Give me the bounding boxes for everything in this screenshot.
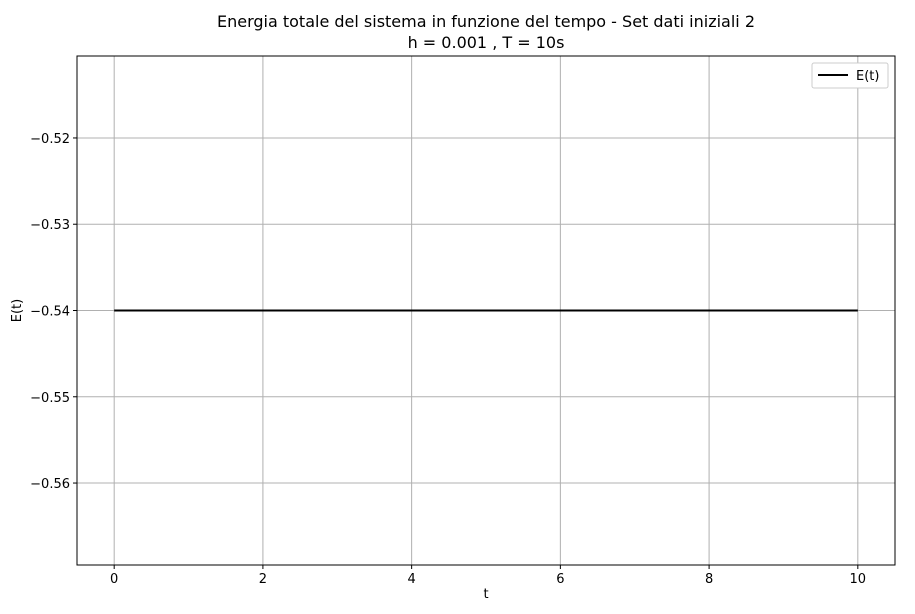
y-tick-label: −0.52 [30, 132, 70, 147]
y-tick-label: −0.55 [30, 391, 70, 406]
x-tick-label: 8 [705, 572, 713, 587]
plot-frame [76, 55, 896, 566]
x-tick-label: 0 [110, 572, 118, 587]
x-axis-label: t [483, 587, 488, 602]
chart-title: Energia totale del sistema in funzione d… [217, 12, 755, 31]
x-tick-label: 4 [407, 572, 415, 587]
legend: E(t) [811, 62, 889, 89]
y-axis-label: E(t) [10, 299, 25, 322]
legend-label: E(t) [856, 69, 879, 84]
x-tick-label: 2 [259, 572, 267, 587]
ticks: 0 2 4 6 8 10 −0.52 −0.53 −0.54 −0.55 −0.56 [30, 132, 866, 587]
legend-box [811, 62, 889, 89]
y-tick-label: −0.54 [30, 305, 70, 320]
x-tick-label: 6 [556, 572, 564, 587]
y-tick-label: −0.53 [30, 218, 70, 233]
y-tick-label: −0.56 [30, 477, 70, 492]
chart-subtitle: h = 0.001 , T = 10s [408, 33, 565, 52]
x-tick-label: 10 [850, 572, 867, 587]
